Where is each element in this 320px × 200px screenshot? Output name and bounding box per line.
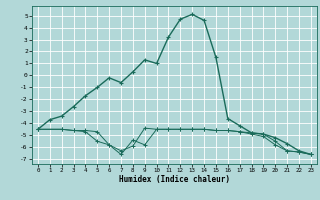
X-axis label: Humidex (Indice chaleur): Humidex (Indice chaleur) [119,175,230,184]
